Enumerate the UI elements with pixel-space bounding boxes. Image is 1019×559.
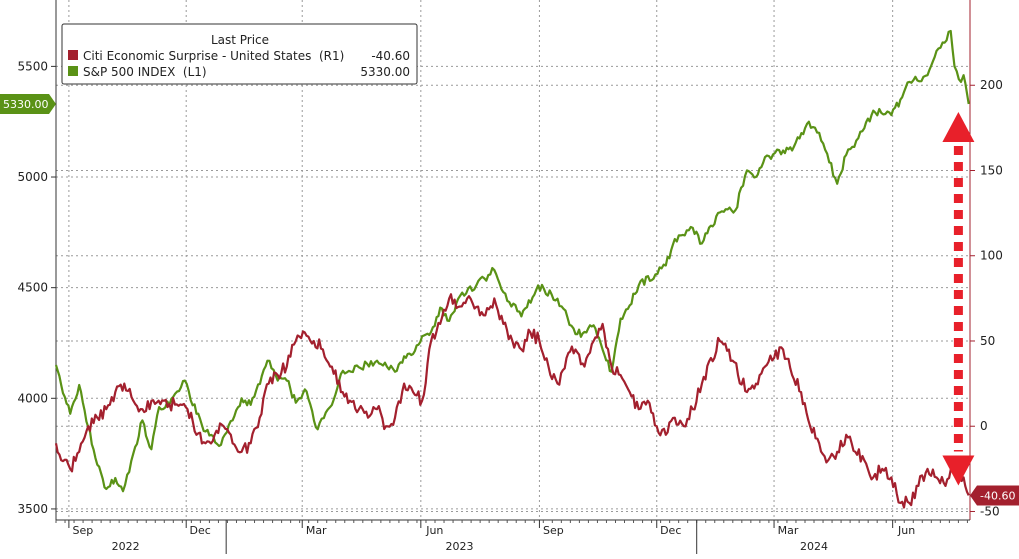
year-label: 2022 bbox=[112, 540, 140, 553]
legend: Last Price Citi Economic Surprise - Unite… bbox=[61, 23, 418, 85]
spx-last-value-tag: 5330.00 bbox=[0, 94, 56, 114]
cesi-last-value-tag: -40.60 bbox=[970, 485, 1019, 506]
cesi-tag-label: -40.60 bbox=[980, 489, 1015, 502]
month-label: Jun bbox=[897, 524, 915, 537]
right-tick-label: 200 bbox=[980, 78, 1003, 92]
right-tick-label: 50 bbox=[980, 334, 995, 348]
arrow-head-down bbox=[942, 455, 975, 486]
cesi-line bbox=[54, 293, 970, 509]
left-tick-label: 4500 bbox=[17, 281, 48, 295]
legend-entry-label: S&P 500 INDEX (L1) bbox=[83, 65, 207, 79]
month-label: Mar bbox=[306, 524, 327, 537]
last-value-tags: 5330.00 -40.60 bbox=[0, 94, 1019, 506]
month-label: Dec bbox=[660, 524, 681, 537]
legend-entry-value: -40.60 bbox=[371, 49, 410, 63]
series bbox=[54, 29, 970, 509]
month-label: Mar bbox=[778, 524, 799, 537]
right-tick-label: -50 bbox=[980, 504, 1000, 518]
legend-box bbox=[61, 23, 418, 85]
month-label: Sep bbox=[543, 524, 564, 537]
spx-tag-shape bbox=[0, 94, 56, 114]
spx-tag-label: 5330.00 bbox=[3, 98, 49, 111]
month-label: Dec bbox=[190, 524, 211, 537]
legend-title: Last Price bbox=[211, 33, 269, 47]
axes: 3500 4000 4500 5000 5500 -50 0 50 100 150 200 Sep De… bbox=[17, 0, 1003, 554]
legend-swatch bbox=[68, 66, 78, 76]
legend-entry-label: Citi Economic Surprise - United States (… bbox=[83, 49, 344, 63]
year-label: 2024 bbox=[800, 540, 828, 553]
legend-entry-value: 5330.00 bbox=[360, 65, 410, 79]
right-tick-label: 0 bbox=[980, 419, 988, 433]
grid bbox=[56, 0, 970, 520]
spx-line bbox=[54, 29, 970, 493]
left-tick-label: 3500 bbox=[17, 502, 48, 516]
annotation-arrow bbox=[942, 112, 975, 486]
right-tick-label: 100 bbox=[980, 249, 1003, 263]
year-label: 2023 bbox=[446, 540, 474, 553]
arrow-head-up bbox=[942, 112, 975, 142]
month-label: Sep bbox=[73, 524, 94, 537]
cesi-tag-shape bbox=[970, 485, 1019, 506]
left-tick-label: 5000 bbox=[17, 170, 48, 184]
month-label: Jun bbox=[425, 524, 443, 537]
left-tick-label: 4000 bbox=[17, 391, 48, 405]
left-tick-label: 5500 bbox=[17, 59, 48, 73]
legend-swatch bbox=[68, 50, 78, 60]
right-tick-label: 150 bbox=[980, 163, 1003, 177]
